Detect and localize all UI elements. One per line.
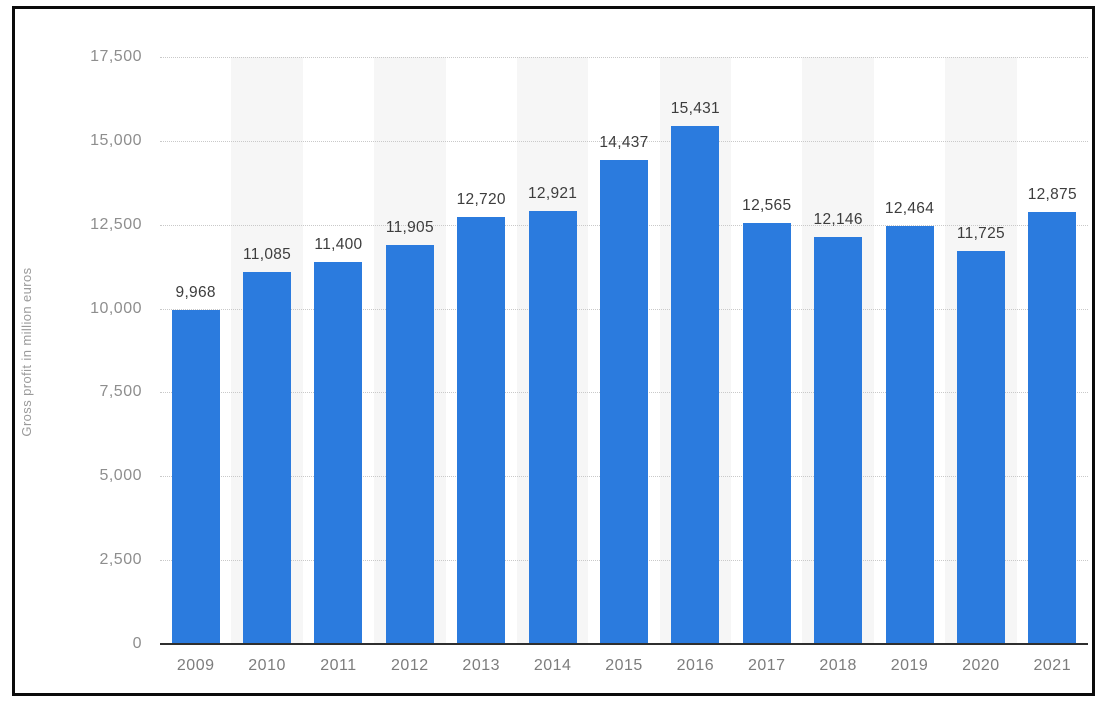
bar — [671, 126, 720, 644]
bar — [956, 250, 1005, 644]
x-tick-label: 2017 — [747, 657, 786, 674]
bar-value-label: 12,921 — [528, 184, 578, 202]
y-tick-label: 12,500 — [90, 215, 142, 233]
y-axis-title: Gross profit in million euros — [19, 267, 34, 437]
bar-value-label: 14,437 — [599, 133, 649, 151]
bar — [885, 225, 934, 644]
x-tick-label: 2011 — [320, 657, 357, 674]
x-tick-label: 2021 — [1033, 657, 1072, 674]
x-tick-label: 2020 — [962, 657, 1000, 674]
bar — [742, 222, 791, 644]
y-tick-label: 17,500 — [90, 48, 142, 65]
y-tick-label: 10,000 — [90, 299, 142, 317]
x-tick-label: 2018 — [819, 657, 857, 674]
x-tick-label: 2019 — [890, 657, 929, 674]
bar — [314, 261, 363, 644]
bar-value-label: 11,905 — [385, 218, 434, 236]
y-tick-label: 7,500 — [99, 383, 142, 401]
x-tick-label: 2012 — [391, 657, 429, 674]
bar-value-label: 12,875 — [1027, 186, 1077, 204]
bar-value-label: 11,400 — [314, 235, 363, 253]
x-tick-label: 2016 — [676, 657, 715, 674]
y-tick-label: 2,500 — [99, 551, 142, 569]
bar — [457, 217, 506, 644]
bar — [528, 210, 577, 644]
gridline — [160, 140, 1088, 142]
bar-value-label: 11,085 — [243, 246, 292, 264]
bar-value-label: 15,431 — [670, 100, 720, 118]
bar-value-label: 12,720 — [456, 191, 506, 209]
x-tick-label: 2010 — [248, 657, 286, 674]
bar-value-label: 12,464 — [884, 199, 935, 217]
x-tick-label: 2009 — [176, 657, 215, 674]
x-tick-label: 2014 — [533, 657, 572, 674]
gridline — [160, 57, 1088, 58]
bar-value-label: 11,725 — [956, 224, 1005, 242]
bar — [600, 159, 648, 644]
bar-value-label: 9,968 — [175, 283, 216, 301]
x-axis-line — [160, 643, 1088, 645]
y-tick-label: 5,000 — [99, 467, 142, 485]
bar-value-label: 12,565 — [742, 196, 792, 214]
x-tick-label: 2015 — [605, 657, 643, 674]
x-tick-label: 2013 — [462, 657, 501, 674]
bar — [814, 236, 863, 644]
bar — [171, 309, 220, 644]
bar — [385, 244, 434, 644]
y-tick-label: 0 — [132, 635, 142, 652]
bar-value-label: 12,146 — [813, 210, 863, 228]
bar — [1028, 212, 1077, 644]
y-tick-label: 15,000 — [90, 131, 142, 149]
bar — [243, 272, 292, 644]
